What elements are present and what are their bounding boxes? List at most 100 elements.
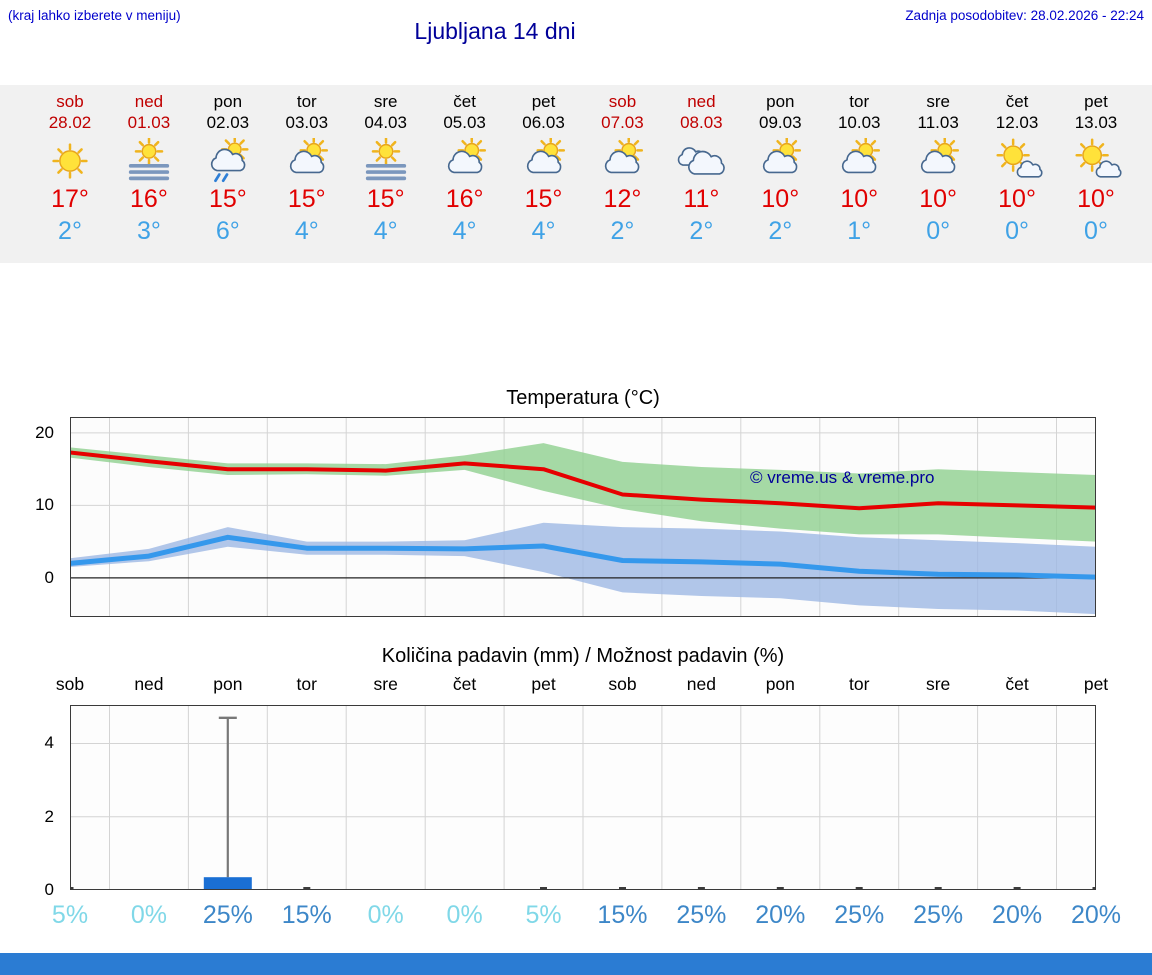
sun-fog-svg [128,137,170,181]
temp-min: 1° [847,217,872,245]
day-date: 03.03 [285,113,329,132]
temp-min: 0° [1084,217,1108,245]
forecast-day: pet 06.03 15° 4° [502,85,586,245]
sun-cloud-icon [896,133,980,183]
cloud-icon [659,133,743,183]
sun-cloud-icon [817,133,901,183]
precip-trace-mark [1092,887,1096,890]
sun-cloud-svg [920,136,960,174]
footer-bar [0,953,1152,975]
precip-probability: 15% [597,901,648,929]
temp-max: 10° [761,185,800,213]
forecast-day: ned 01.03 16° 3° [107,85,191,245]
temperature-chart: © vreme.us & vreme.pro [70,417,1096,617]
precip-day-label: sob [55,674,85,694]
precip-day-label: čet [452,674,477,694]
day-name: pet [1084,92,1108,111]
forecast-day: sre 11.03 10° 0° [896,85,980,245]
day-name: ned [687,92,716,111]
day-date: 11.03 [917,113,959,132]
day-name: tor [296,92,317,111]
precip-day-label: tor [849,674,870,694]
precip-trace-mark [619,887,626,890]
temp-max: 12° [603,185,642,213]
watermark-link[interactable]: © vreme.us & vreme.pro [750,468,934,487]
precip-y-tick-label: 2 [44,806,54,826]
sun-svg [52,143,88,179]
sun-cloud-rain-icon [186,133,270,183]
precip-bar [203,877,252,890]
temp-y-tick-label: 20 [35,422,54,442]
precip-probability: 20% [992,901,1043,929]
temp-max: 15° [287,185,326,213]
forecast-strip: sob 28.02 17° 2° ned 01.03 16° 3° pon 02.03 15° 6° t… [0,85,1152,263]
precip-probability: 25% [834,901,885,929]
sun-cloud-svg [526,136,565,174]
temp-min: 2° [610,217,635,245]
temp-max: 10° [919,185,958,213]
day-date: 07.03 [601,113,644,132]
precip-probability: 15% [281,901,332,929]
precip-trace-mark [776,887,784,890]
temp-min: 6° [215,217,240,245]
day-name: čet [453,92,476,111]
precip-probability: 25% [202,901,253,929]
cloud-svg [678,147,726,175]
temp-min: 4° [452,217,477,245]
temp-max: 10° [1077,185,1115,213]
day-date: 28.02 [48,113,92,132]
day-name: ned [134,92,164,111]
day-name: pon [766,92,795,111]
precip-trace-mark [303,887,311,890]
temp-min: 4° [294,217,319,245]
precip-trace-mark [697,887,705,890]
day-name: sob [608,92,637,111]
day-date: 10.03 [837,113,881,132]
temp-min: 3° [136,217,161,245]
last-update-text: Zadnja posodobitev: 28.02.2026 - 22:24 [905,8,1144,23]
precip-day-label: pet [531,674,556,694]
temp-max: 15° [524,185,563,213]
precip-probability: 0% [130,901,167,929]
day-name: sre [926,92,950,111]
sun-fog-svg [365,137,406,181]
temp-max: 16° [445,185,484,213]
sun-icon [28,133,112,183]
precipitation-chart-title: Količina padavin (mm) / Možnost padavin … [381,645,785,667]
sun-cloud-icon [738,133,822,183]
forecast-day: sre 04.03 15° 4° [344,85,428,245]
precip-day-label: tor [296,674,317,694]
temp-max: 15° [366,185,405,213]
temp-min: 4° [531,217,556,245]
precip-trace-mark [70,887,74,890]
day-name: čet [1005,92,1029,111]
sun-cloud-svg [763,136,802,174]
sun-cloud-svg [289,136,328,174]
forecast-day: ned 08.03 11° 2° [659,85,743,245]
temp-max: 11° [683,185,720,213]
day-name: sob [56,92,84,111]
precip-day-label: ned [134,674,164,694]
precip-day-label: sre [925,674,951,694]
temp-y-tick-label: 10 [35,495,54,515]
sun-small-cloud-svg [1075,138,1122,178]
forecast-day: pet 13.03 10° 0° [1054,85,1138,245]
precip-probability: 5% [525,901,562,929]
forecast-day: tor 03.03 15° 4° [265,85,349,245]
precip-probability: 25% [676,901,727,929]
day-date: 05.03 [443,113,486,132]
temp-max: 17° [51,185,89,213]
choose-place-hint: (kraj lahko izberete v meniju) [8,8,181,23]
forecast-day: tor 10.03 10° 1° [817,85,901,245]
temp-max: 10° [998,185,1036,213]
precip-day-label: čet [1005,674,1029,694]
forecast-day: čet 05.03 16° 4° [423,85,507,245]
precip-probability: 20% [1070,901,1122,929]
day-date: 12.03 [995,113,1039,132]
day-date: 02.03 [206,113,250,132]
precip-probability: 0% [367,901,404,929]
sun-cloud-icon [502,133,586,183]
temp-min: 2° [58,217,82,245]
precip-probability: 25% [913,901,964,929]
